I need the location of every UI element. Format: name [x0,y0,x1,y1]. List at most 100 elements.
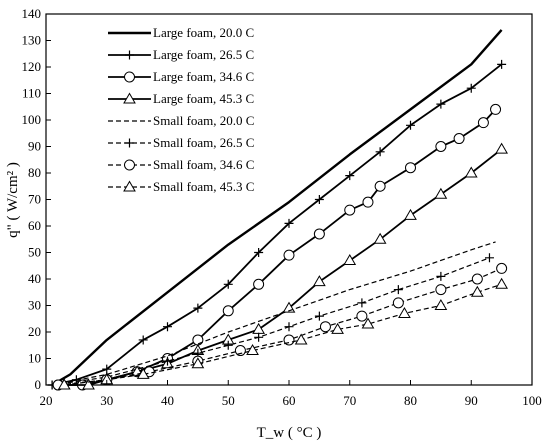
data-point [495,277,508,289]
series-4 [57,142,508,390]
legend-label: Large foam, 20.0 C [153,25,254,40]
data-point [375,147,385,157]
x-tick-label: 80 [404,393,417,408]
legend-marker [125,138,134,148]
data-point [136,367,150,379]
data-point [223,340,233,350]
series-line [51,241,496,386]
legend-label: Small foam, 20.0 C [153,113,254,128]
series-layer [47,29,508,391]
data-point [357,298,367,308]
data-point [313,275,326,287]
y-tick-label: 10 [28,351,41,366]
data-point [313,228,325,240]
data-point [362,196,374,208]
data-point [464,166,478,178]
data-point [254,332,264,342]
data-point [404,208,417,220]
y-tick-label: 0 [35,377,42,392]
series-line [64,283,502,386]
y-tick-label: 100 [22,112,42,127]
x-tick-label: 40 [161,393,174,408]
data-point [82,378,95,390]
data-point [495,142,508,154]
data-point [223,279,233,289]
y-tick-label: 20 [28,324,41,339]
data-point [434,299,448,310]
data-point [490,103,502,115]
legend-marker [124,159,135,171]
data-point [477,117,489,129]
data-point [191,357,205,369]
legend-label: Small foam, 26.5 C [153,135,254,150]
data-point [283,249,295,261]
y-tick-label: 120 [22,59,42,74]
data-point [497,59,507,69]
y-tick-label: 130 [22,33,42,48]
series-5 [51,241,496,386]
series-1 [51,29,503,387]
y-tick-label: 90 [28,139,41,154]
x-tick-label: 30 [100,393,113,408]
data-point [466,83,476,93]
data-point [343,253,357,265]
y-tick-label: 70 [28,192,41,207]
data-point [344,204,356,216]
series-2 [47,59,507,390]
data-point [405,162,416,174]
data-point [393,285,403,295]
data-point [319,321,331,333]
data-point [434,187,448,199]
data-point [398,306,411,318]
y-axis-title: q" ( W/cm² ) [5,162,21,238]
x-tick-label: 50 [222,393,235,408]
series-line [51,29,503,387]
legend: Large foam, 20.0 C Large foam, 26.5 C Larg… [108,25,254,194]
data-point [406,120,415,130]
y-tick-label: 110 [22,86,41,101]
legend-label: Large foam, 45.3 C [153,91,254,106]
x-tick-label: 70 [343,393,356,408]
x-tick-label: 20 [40,393,53,408]
series-line [51,63,503,386]
legend-label: Small foam, 45.3 C [153,179,254,194]
data-point [234,345,246,357]
data-point [102,364,112,374]
data-point [222,305,234,317]
data-point [284,322,294,332]
data-point [392,297,404,309]
data-point [471,273,483,285]
data-point [138,335,148,345]
y-tick-label: 60 [28,218,41,233]
data-point [436,271,446,281]
data-point [496,262,508,274]
legend-marker [125,50,134,60]
legend-label: Small foam, 34.6 C [153,157,254,172]
data-point [314,311,324,321]
series-7 [52,262,508,391]
data-point [484,253,494,263]
data-point [361,317,375,329]
data-point [314,195,324,204]
axis-layer: 20 30 40 50 60 70 80 90 100 0 10 20 30 40 50 60 70 80 90 10… [22,6,542,408]
data-point [356,310,368,322]
series-8 [57,277,508,390]
data-point [435,284,447,296]
data-point [253,278,265,290]
series-line [52,257,490,386]
data-point [294,333,308,345]
legend-marker [124,71,135,83]
y-tick-label: 30 [28,298,41,313]
data-point [373,232,387,244]
y-tick-label: 40 [28,271,41,286]
data-point [453,133,465,145]
series-line [64,148,503,386]
data-point [436,99,446,109]
data-point [435,141,447,152]
data-point [254,248,264,257]
legend-label: Large foam, 26.5 C [153,47,254,62]
x-axis-title: T_w ( °C ) [257,425,322,441]
series-3 [52,103,502,391]
data-point [193,303,203,313]
